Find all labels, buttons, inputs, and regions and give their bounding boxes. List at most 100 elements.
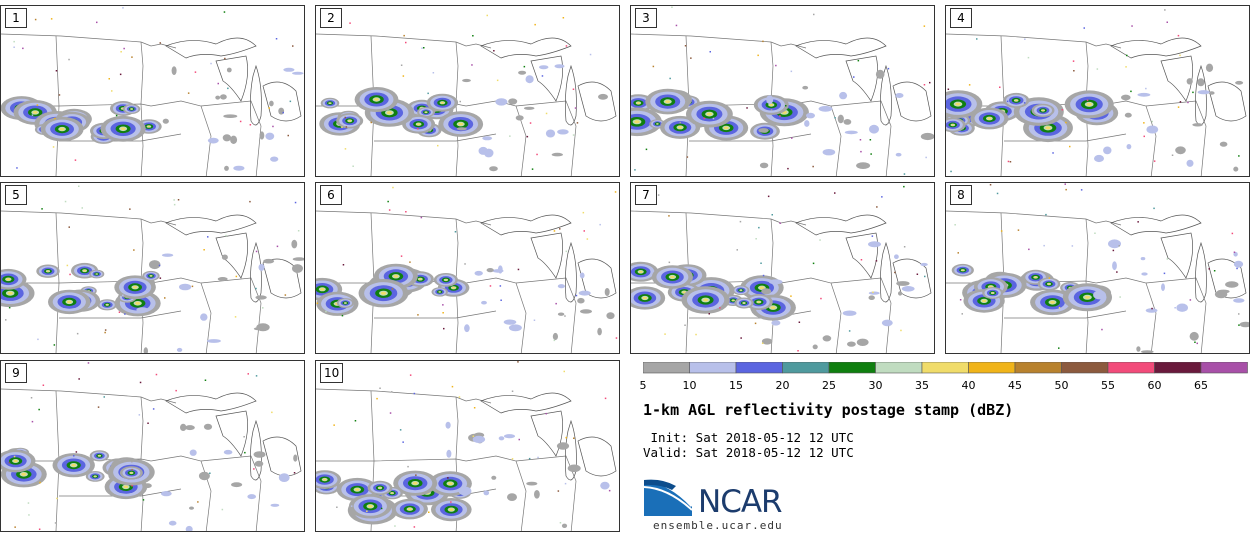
- reflectivity-pixel: [565, 45, 568, 47]
- state-border: [316, 33, 457, 43]
- reflectivity-pixel: [785, 105, 787, 107]
- reflectivity-pixel: [1000, 230, 1003, 232]
- reflectivity-echo: [98, 455, 101, 457]
- reflectivity-pixel: [668, 215, 670, 217]
- reflectivity-pixel: [68, 226, 70, 228]
- reflectivity-pixel: [13, 46, 15, 48]
- reflectivity-pixel: [119, 73, 122, 76]
- reflectivity-pixel: [533, 319, 536, 321]
- state-border: [150, 455, 212, 531]
- reflectivity-echo: [425, 111, 427, 113]
- reflectivity-pixel: [1189, 299, 1192, 301]
- reflectivity-echo: [1239, 321, 1249, 328]
- reflectivity-pixel: [583, 230, 585, 232]
- reflectivity-pixel: [316, 302, 319, 304]
- ncar-logo-icon: [643, 478, 694, 516]
- reflectivity-pixel: [669, 77, 671, 80]
- colorbar-segment: [1014, 362, 1062, 374]
- reflectivity-pixel: [1069, 145, 1071, 148]
- reflectivity-pixel: [454, 231, 457, 233]
- reflectivity-panel: 8: [945, 182, 1250, 354]
- reflectivity-echo: [759, 286, 765, 290]
- reflectivity-echo: [1186, 159, 1194, 167]
- reflectivity-pixel: [486, 14, 488, 17]
- reflectivity-echo: [604, 288, 610, 296]
- reflectivity-pixel: [399, 429, 402, 431]
- reflectivity-pixel: [64, 200, 67, 203]
- reflectivity-echo: [742, 302, 746, 304]
- reflectivity-pixel: [133, 249, 135, 251]
- reflectivity-echo: [132, 286, 138, 289]
- reflectivity-pixel: [111, 90, 113, 92]
- reflectivity-pixel: [559, 228, 561, 230]
- reflectivity-pixel: [614, 191, 617, 193]
- reflectivity-pixel: [344, 148, 347, 150]
- reflectivity-echo: [253, 451, 266, 458]
- reflectivity-pixel: [1164, 9, 1166, 11]
- reflectivity-pixel: [1196, 342, 1198, 345]
- reflectivity-pixel: [36, 104, 39, 106]
- reflectivity-pixel: [779, 115, 781, 117]
- reflectivity-echo: [143, 347, 148, 353]
- reflectivity-pixel: [903, 185, 905, 188]
- colorbar-segment: [1107, 362, 1155, 374]
- reflectivity-pixel: [834, 192, 836, 194]
- lake-outline: [577, 258, 617, 299]
- reflectivity-echo: [1084, 295, 1091, 299]
- reflectivity-echo: [189, 449, 197, 456]
- reflectivity-echo: [263, 258, 275, 264]
- reflectivity-echo: [292, 257, 304, 261]
- reflectivity-echo: [143, 483, 152, 489]
- reflectivity-pixel: [954, 224, 956, 226]
- reflectivity-pixel: [1065, 121, 1067, 124]
- reflectivity-pixel: [255, 375, 258, 377]
- reflectivity-pixel: [565, 250, 568, 253]
- reflectivity-echo: [740, 289, 742, 291]
- state-border: [1, 33, 142, 43]
- reflectivity-echo: [447, 482, 453, 485]
- colorbar-tick-label: 35: [915, 379, 929, 392]
- reflectivity-echo: [503, 434, 516, 439]
- reflectivity-echo: [322, 478, 327, 481]
- reflectivity-pixel: [518, 438, 520, 441]
- reflectivity-pixel: [159, 42, 161, 44]
- reflectivity-pixel: [123, 47, 125, 50]
- reflectivity-pixel: [790, 295, 792, 297]
- reflectivity-pixel: [38, 408, 40, 411]
- reflectivity-echo: [160, 491, 172, 497]
- reflectivity-pixel: [779, 222, 781, 224]
- reflectivity-echo: [291, 239, 298, 249]
- reflectivity-echo: [367, 504, 373, 508]
- reflectivity-echo: [503, 319, 517, 325]
- reflectivity-pixel: [402, 75, 405, 77]
- reflectivity-echo: [135, 301, 141, 305]
- reflectivity-echo: [822, 149, 836, 156]
- reflectivity-echo: [94, 475, 97, 477]
- reflectivity-echo: [95, 273, 98, 275]
- reflectivity-echo: [981, 299, 987, 303]
- reflectivity-pixel: [1024, 38, 1026, 40]
- reflectivity-pixel: [289, 100, 292, 103]
- reflectivity-pixel: [159, 277, 162, 279]
- reflectivity-pixel: [1238, 313, 1240, 315]
- map-panel: [316, 361, 617, 531]
- reflectivity-echo: [868, 291, 880, 295]
- reflectivity-echo: [757, 301, 761, 303]
- reflectivity-pixel: [152, 408, 155, 410]
- reflectivity-pixel: [1118, 245, 1120, 247]
- reflectivity-pixel: [409, 261, 411, 263]
- reflectivity-pixel: [8, 461, 11, 464]
- reflectivity-pixel: [472, 435, 475, 437]
- reflectivity-pixel: [204, 379, 207, 381]
- reflectivity-pixel: [217, 82, 219, 85]
- reflectivity-echo: [991, 292, 994, 294]
- colorbar-tick-label: 10: [682, 379, 697, 392]
- reflectivity-echo: [179, 283, 192, 291]
- reflectivity-pixel: [354, 420, 357, 422]
- reflectivity-echo: [278, 107, 285, 115]
- reflectivity-echo: [21, 472, 27, 476]
- reflectivity-echo: [1175, 146, 1186, 155]
- reflectivity-pixel: [1143, 122, 1145, 124]
- reflectivity-echo: [961, 269, 964, 271]
- reflectivity-pixel: [187, 92, 190, 94]
